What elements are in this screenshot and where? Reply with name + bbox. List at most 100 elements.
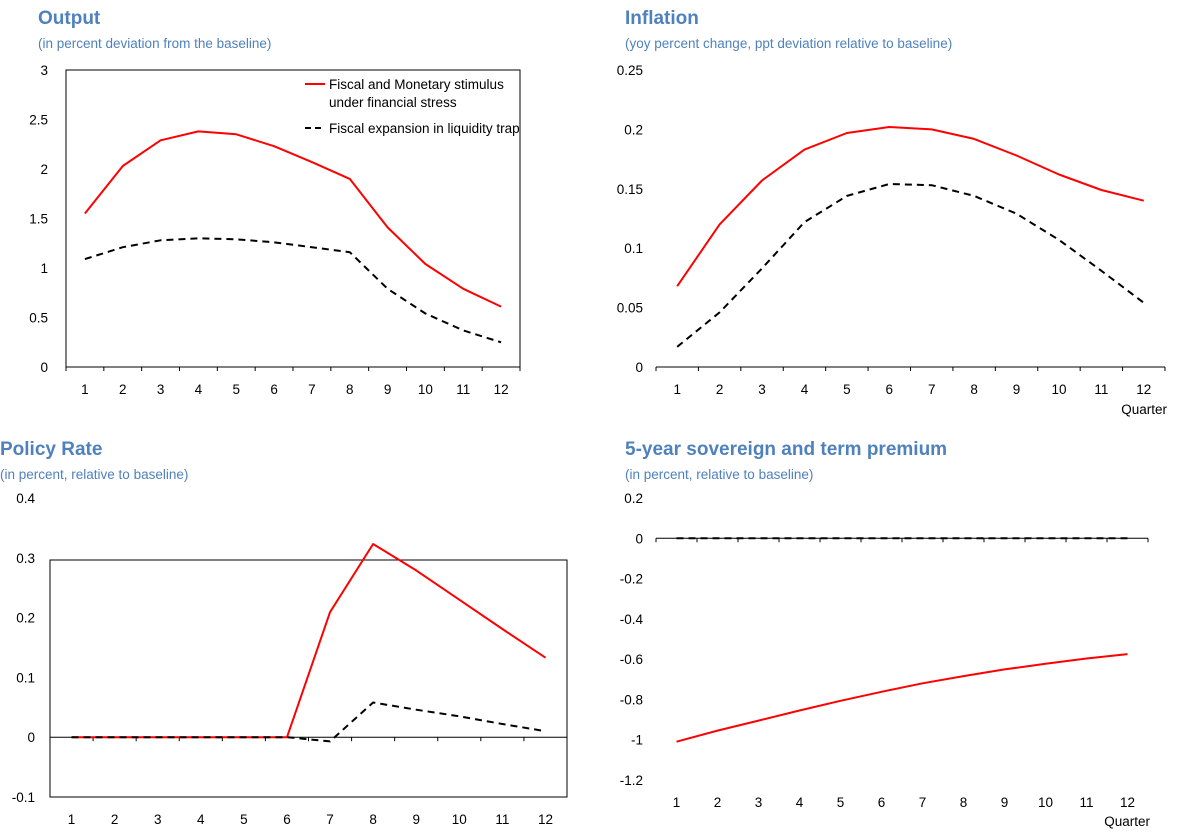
y-tick-label: 0.4: [16, 491, 35, 506]
policy-rate-subtitle: (in percent, relative to baseline): [0, 467, 189, 482]
y-tick-label: 0.1: [624, 241, 643, 256]
y-tick-label: -0.6: [620, 652, 643, 667]
y-tick-label: 0.05: [617, 301, 643, 316]
x-tick-label: 12: [1136, 382, 1151, 397]
x-tick-label: 2: [119, 382, 127, 397]
x-tick-label: 5: [843, 382, 851, 397]
x-tick-label: 7: [326, 812, 334, 827]
x-tick-label: 6: [270, 382, 278, 397]
series-stimulus-line: [71, 543, 547, 739]
y-tick-label: -0.1: [12, 790, 35, 805]
x-tick-label: 11: [456, 382, 470, 397]
x-tick-label: 11: [1094, 382, 1108, 397]
x-tick-label: 10: [452, 812, 467, 827]
legend-label-stimulus-2: under financial stress: [329, 95, 457, 110]
y-tick-label: 2: [40, 162, 48, 177]
x-tick-label: 6: [283, 812, 291, 827]
legend-label-liquidity-trap: Fiscal expansion in liquidity trap: [329, 121, 520, 136]
x-tick-label: 7: [308, 382, 316, 397]
x-axis-title: Quarter: [1121, 402, 1167, 417]
sovereign-premium-panel: 5-year sovereign and term premium (in pe…: [590, 425, 1177, 833]
x-tick-label: 3: [755, 795, 763, 810]
x-tick-label: 6: [886, 382, 894, 397]
sovereign-premium-subtitle: (in percent, relative to baseline): [625, 467, 814, 482]
sovereign-premium-title: 5-year sovereign and term premium: [625, 439, 948, 460]
series-stimulus-line: [676, 653, 1128, 743]
y-tick-label: 0.2: [624, 491, 643, 506]
x-tick-label: 11: [495, 812, 509, 827]
y-tick-label: -1.2: [620, 773, 643, 788]
series-liquidity-trap-line: [71, 701, 546, 743]
y-tick-label: 0: [635, 360, 643, 375]
policy-rate-chart: -0.100.10.20.30.41 2 3 4 5 6 7 8 9 10 11 12: [12, 491, 568, 827]
legend-label-stimulus-1: Fiscal and Monetary stimulus: [329, 77, 504, 92]
x-tick-label: 10: [1038, 795, 1053, 810]
y-tick-label: -1: [631, 733, 643, 748]
plot-frame: [65, 69, 521, 368]
y-tick-label: 0.5: [29, 311, 48, 326]
x-tick-label: 1: [81, 382, 89, 397]
x-tick-label: 8: [346, 382, 354, 397]
x-tick-label: 9: [1013, 382, 1021, 397]
x-tick-label: 12: [538, 812, 553, 827]
x-tick-label: 7: [919, 795, 927, 810]
x-tick-label: 3: [758, 382, 766, 397]
x-axis-title: Quarter: [1104, 814, 1150, 829]
x-tick-label: 1: [68, 812, 76, 827]
x-tick-label: 12: [494, 382, 509, 397]
plot-frame: [49, 559, 568, 798]
inflation-subtitle: (yoy percent change, ppt deviation relat…: [625, 36, 953, 51]
x-tick-label: 4: [796, 795, 804, 810]
y-tick-label: 3: [40, 63, 48, 78]
y-tick-label: 0.15: [617, 182, 643, 197]
y-tick-label: 0.2: [16, 611, 35, 626]
x-tick-label: 5: [240, 812, 248, 827]
x-tick-label: 2: [716, 382, 724, 397]
x-tick-label: 9: [384, 382, 392, 397]
y-tick-label: 1.5: [29, 212, 48, 227]
x-tick-label: 7: [928, 382, 936, 397]
x-tick-label: 4: [197, 812, 205, 827]
output-panel: Output (in percent deviation from the ba…: [0, 0, 590, 415]
output-subtitle: (in percent deviation from the baseline): [38, 36, 272, 51]
series-liquidity-trap-line: [676, 183, 1145, 348]
policy-rate-title: Policy Rate: [0, 439, 103, 460]
x-tick-label: 4: [801, 382, 809, 397]
x-tick-label: 11: [1079, 795, 1093, 810]
x-tick-label: 2: [111, 812, 119, 827]
y-tick-label: 0.25: [617, 63, 643, 78]
x-tick-label: 5: [232, 382, 240, 397]
x-tick-label: 8: [970, 382, 978, 397]
x-tick-label: 9: [1001, 795, 1009, 810]
series-stimulus-line: [676, 126, 1145, 287]
x-tick-label: 5: [837, 795, 845, 810]
x-tick-label: 2: [714, 795, 722, 810]
inflation-title: Inflation: [625, 8, 699, 29]
output-title: Output: [38, 8, 101, 29]
y-tick-label: 2.5: [29, 113, 48, 128]
y-tick-label: 0: [635, 531, 643, 546]
x-tick-label: 3: [157, 382, 165, 397]
x-tick-label: 3: [154, 812, 162, 827]
inflation-chart: 00.050.10.150.20.251 2 3 4 5 6 7 8 9 10 11 12Quarte…: [617, 63, 1168, 417]
policy-rate-panel: Policy Rate (in percent, relative to bas…: [0, 425, 590, 833]
x-tick-label: 4: [195, 382, 203, 397]
x-tick-label: 10: [418, 382, 433, 397]
x-tick-label: 12: [1120, 795, 1135, 810]
x-tick-label: 8: [369, 812, 377, 827]
x-tick-label: 1: [673, 382, 681, 397]
series-liquidity-trap-line: [84, 237, 502, 344]
sovereign-premium-chart: -1.2-1-0.8-0.6-0.4-0.200.21 2 3 4 5 6 7 8 9 10 11 1…: [620, 491, 1151, 829]
y-tick-label: 0.2: [624, 122, 643, 137]
x-tick-label: 9: [412, 812, 420, 827]
x-tick-label: 10: [1051, 382, 1066, 397]
x-tick-label: 1: [673, 795, 681, 810]
y-tick-label: 1: [40, 261, 48, 276]
y-tick-label: 0: [40, 360, 48, 375]
y-tick-label: 0.3: [16, 551, 35, 566]
y-tick-label: -0.2: [620, 572, 643, 587]
y-tick-label: 0: [27, 730, 35, 745]
x-tick-label: 8: [960, 795, 968, 810]
y-tick-label: -0.4: [620, 612, 644, 627]
